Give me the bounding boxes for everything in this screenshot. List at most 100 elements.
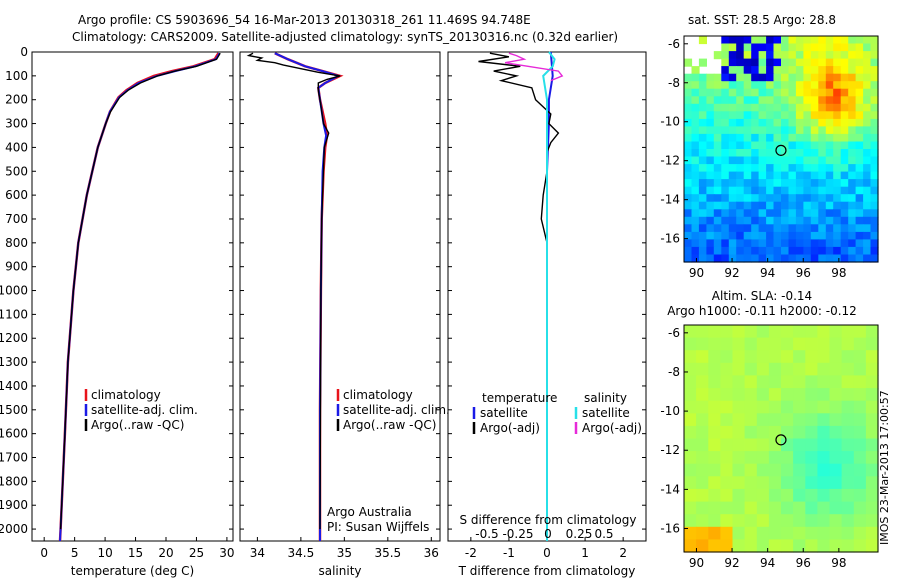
sst-cell: [833, 36, 842, 45]
sst-cell: [751, 66, 760, 75]
sst-cell: [810, 149, 819, 158]
sst-cell: [855, 149, 864, 158]
sst-cell: [833, 164, 842, 173]
sst-cell: [751, 58, 760, 67]
sst-cell: [736, 194, 745, 203]
sst-cell: [803, 36, 812, 45]
sla-cell: [720, 463, 734, 477]
difference-xtick-label: 1: [581, 546, 589, 560]
temperature-xtick-label: 30: [219, 546, 234, 560]
sst-cell: [721, 103, 730, 112]
sst-cell: [810, 186, 819, 195]
sst-cell: [773, 209, 782, 218]
depth-tick-label: 900: [5, 260, 28, 274]
sst-cell: [848, 111, 857, 120]
sst-cell: [721, 231, 730, 240]
sst-cell: [773, 239, 782, 248]
sst-cell: [848, 246, 857, 255]
sst-cell: [721, 58, 730, 67]
sla-cell: [841, 526, 855, 540]
sst-cell: [848, 179, 857, 188]
sst-cell: [684, 239, 693, 248]
sla-cell: [720, 514, 734, 528]
sst-cell: [766, 179, 775, 188]
sst-cell: [706, 179, 715, 188]
sst-cell: [818, 149, 827, 158]
sst-cell: [855, 66, 864, 75]
depth-tick-label: 1600: [0, 427, 28, 441]
depth-tick-label: 1300: [0, 355, 28, 369]
sla-cell: [756, 400, 770, 414]
sst-cell: [803, 66, 812, 75]
sla-cell: [732, 400, 746, 414]
sst-cell: [684, 103, 693, 112]
sla-cell: [744, 514, 758, 528]
sst-cell: [766, 186, 775, 195]
sst-cell: [870, 118, 879, 127]
sst-cell: [788, 239, 797, 248]
sst-cell: [795, 156, 804, 165]
sst-cell: [833, 58, 842, 67]
sla-cell: [841, 476, 855, 490]
sst_map-ytick-label: -14: [660, 193, 680, 207]
temperature-legend-label: satellite-adj. clim.: [91, 403, 198, 417]
sla-cell: [865, 438, 879, 452]
sla_map-frame: [683, 324, 879, 553]
sst-cell: [721, 51, 730, 60]
sla-cell: [865, 451, 879, 465]
depth-tick-label: 1700: [0, 451, 28, 465]
sst-cell: [795, 88, 804, 97]
sst-cell: [810, 36, 819, 45]
sla-cell: [841, 388, 855, 402]
sla-cell: [853, 526, 867, 540]
sst-cell: [728, 103, 737, 112]
sla-cell: [696, 325, 709, 339]
sst-cell: [840, 171, 849, 180]
sst-cell: [833, 209, 842, 218]
sst-cell: [758, 111, 767, 120]
sst-cell: [795, 224, 804, 233]
sst-cell: [698, 201, 707, 210]
sst-cell: [766, 111, 775, 120]
sst-cell: [773, 88, 782, 97]
sst-cell: [781, 216, 790, 225]
sla-cell: [817, 526, 831, 540]
sla-cell: [768, 350, 782, 364]
sst-cell: [766, 66, 775, 75]
sst-cell: [803, 156, 812, 165]
sst-cell: [728, 66, 737, 75]
sst-cell: [788, 156, 797, 165]
sst-cell: [728, 111, 737, 120]
sst-cell: [691, 111, 700, 120]
sst-cell: [698, 186, 707, 195]
sla-cell: [732, 526, 746, 540]
sst-cell: [781, 246, 790, 255]
sla-cell: [732, 451, 746, 465]
depth-tick-label: 1400: [0, 379, 28, 393]
sst-cell: [721, 201, 730, 210]
sst-cell: [743, 96, 752, 105]
sla-cell: [720, 375, 734, 389]
sst-cell: [825, 179, 834, 188]
sst-cell: [818, 58, 827, 67]
sst-cell: [698, 126, 707, 135]
sst-cell: [773, 58, 782, 67]
sst-cell: [795, 96, 804, 105]
sla-cell: [853, 425, 867, 440]
sla-cell: [829, 488, 843, 503]
sla-cell: [805, 451, 818, 465]
depth-tick-label: 1900: [0, 498, 28, 512]
sst-cell: [751, 43, 760, 52]
sst-cell: [855, 118, 864, 127]
sst-cell: [855, 96, 864, 105]
sst-cell: [863, 66, 872, 75]
sst-cell: [713, 73, 722, 82]
sst-cell: [751, 103, 760, 112]
sst-cell: [840, 149, 849, 158]
sla-cell: [793, 526, 806, 540]
sst-cell: [833, 224, 842, 233]
sst-cell: [758, 126, 767, 135]
sla_map-title: Altim. SLA: -0.14: [712, 289, 812, 303]
sst-cell: [788, 96, 797, 105]
depth-tick-label: 400: [5, 140, 28, 154]
